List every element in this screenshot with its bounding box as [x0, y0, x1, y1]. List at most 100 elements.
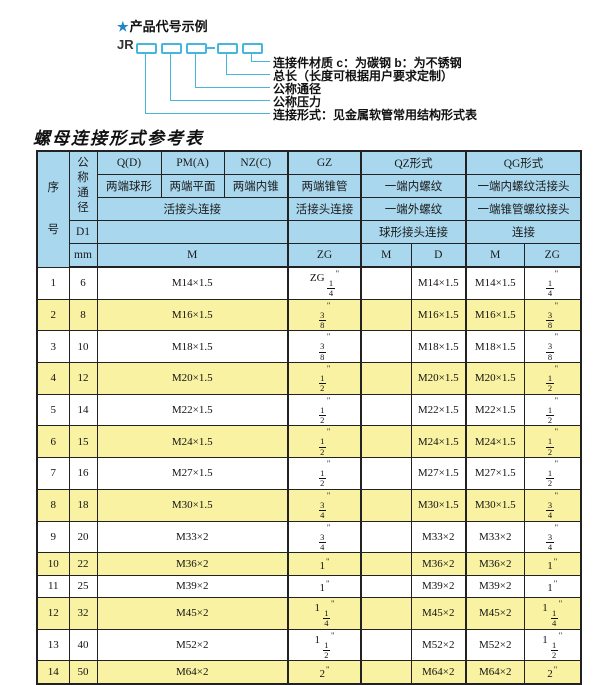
table-row: 14 50 M64×2 2" M64×2 M64×2 2": [36, 660, 582, 685]
inch-mark: ": [326, 489, 331, 500]
table-cell: [360, 574, 412, 598]
table-cell: 3 8 ": [287, 298, 362, 332]
header-col-qg: QG形式: [465, 150, 582, 175]
table-row: 10 22 M36×2 1" M36×2 M36×2 1": [36, 552, 582, 576]
header-qg-zg: ZG: [523, 243, 582, 268]
table-cell: M33×2: [465, 520, 525, 554]
inch-mark: ": [326, 663, 330, 674]
inch-mark: ": [554, 489, 559, 500]
table-cell: 5: [36, 393, 70, 427]
table-row: 3 10 M18×1.5 3 8 " M18×1.5 M18×1.5 3 8 ": [36, 330, 582, 364]
inch-mark: ": [554, 331, 559, 342]
header-col-gz: GZ: [287, 150, 362, 175]
header-union-connection: 活接头连接: [96, 197, 289, 221]
code-box-4: [217, 43, 238, 54]
header-mm: mm: [68, 243, 98, 268]
table-cell: M27×1.5: [410, 457, 467, 490]
table-cell: 1 2 ": [523, 457, 582, 490]
code-label-length: 总长（长度可根据用户要求定制）: [273, 69, 454, 83]
table-cell: 1 4 ": [523, 266, 582, 300]
table-cell: M27×1.5: [465, 457, 525, 490]
table-cell: 1 1 4 ": [287, 596, 362, 630]
table-cell: M30×1.5: [96, 488, 289, 522]
code-label-connection: 连接形式：见金属软管常用结构形式表: [273, 108, 478, 122]
inch-mark: ": [326, 458, 331, 469]
table-cell: 1 2 ": [523, 362, 582, 395]
table-cell: M36×2: [96, 552, 289, 576]
table-cell: [360, 330, 412, 364]
table-cell: M52×2: [465, 628, 525, 662]
table-cell: [360, 362, 412, 395]
table-cell: [360, 425, 412, 459]
header-nominal-diameter: 公称通径: [68, 150, 98, 221]
table-cell: M18×1.5: [96, 330, 289, 364]
table-cell: 1 2 ": [523, 393, 582, 427]
table-cell: 1 2 ": [287, 425, 362, 459]
table-cell: 3 8 ": [523, 298, 582, 332]
inch-mark: ": [554, 394, 559, 405]
code-box-1: [136, 43, 157, 54]
table-row: 1 6 M14×1.5 ZG 1 4 " M14×1.5 M14×1.5 1 4 ": [36, 266, 582, 300]
table-cell: M36×2: [465, 552, 525, 576]
header-qz-desc1: 一端内螺纹: [360, 174, 467, 198]
table-cell: 6: [68, 266, 98, 300]
connector-line-4: [226, 52, 270, 75]
table-cell: M33×2: [96, 520, 289, 554]
table-cell: M36×2: [410, 552, 467, 576]
table-row: 9 20 M33×2 3 4 " M33×2 M33×2 3 4 ": [36, 520, 582, 554]
inch-mark: ": [554, 426, 559, 437]
table-cell: 3 4 ": [287, 520, 362, 554]
code-label-pressure: 公称压力: [273, 95, 322, 109]
table-cell: [360, 457, 412, 490]
table-row: 5 14 M22×1.5 1 2 " M22×1.5 M22×1.5 1 2 ": [36, 393, 582, 427]
header-qg-m: M: [465, 243, 525, 268]
header-empty-m: [96, 220, 289, 244]
table-cell: 8: [36, 488, 70, 522]
table-row: 6 15 M24×1.5 1 2 " M24×1.5 M24×1.5 1 2 ": [36, 425, 582, 459]
table-cell: 1 2 ": [523, 425, 582, 459]
inch-mark: ": [558, 629, 563, 640]
table-cell: 18: [68, 488, 98, 522]
table-cell: ZG 1 4 ": [287, 266, 362, 300]
table-row: 11 25 M39×2 1" M39×2 M39×2 1": [36, 574, 582, 598]
table-cell: 1 1 4 ": [523, 596, 582, 630]
header-empty-gz: [287, 220, 362, 244]
table-cell: M14×1.5: [410, 266, 467, 300]
header-col-qd: Q(D): [96, 150, 162, 175]
table-cell: 4: [36, 362, 70, 395]
table-row: 8 18 M30×1.5 3 4 " M30×1.5 M30×1.5 3 4 ": [36, 488, 582, 522]
table-cell: 3 4 ": [287, 488, 362, 522]
inch-mark: ": [553, 555, 558, 566]
table-cell: [360, 393, 412, 427]
table-cell: M64×2: [96, 660, 289, 685]
table-cell: 1: [36, 266, 70, 300]
table-cell: M30×1.5: [410, 488, 467, 522]
inch-mark: ": [326, 394, 331, 405]
table-title: 螺母连接形式参考表: [33, 129, 204, 148]
table-cell: M39×2: [410, 574, 467, 598]
table-cell: 1": [287, 574, 362, 598]
table-cell: M18×1.5: [410, 330, 467, 364]
table-cell: 14: [36, 660, 70, 685]
code-dash: [207, 47, 215, 49]
table-cell: 1": [523, 552, 582, 576]
table-cell: [360, 488, 412, 522]
header-zg: ZG: [287, 243, 362, 268]
table-cell: 40: [68, 628, 98, 662]
table-cell: 14: [68, 393, 98, 427]
table-cell: 3 8 ": [523, 330, 582, 364]
code-box-3: [186, 43, 207, 54]
table-cell: 1": [287, 552, 362, 576]
table-cell: M14×1.5: [465, 266, 525, 300]
table-cell: M33×2: [410, 520, 467, 554]
